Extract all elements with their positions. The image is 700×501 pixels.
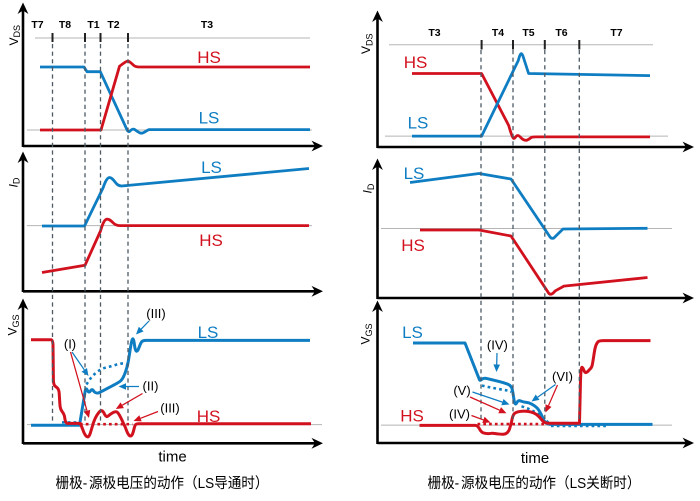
svg-text:S: S — [577, 475, 586, 492]
svg-text:time: time — [521, 450, 549, 467]
svg-text:time: time — [158, 449, 186, 466]
svg-text:LS: LS — [201, 158, 222, 177]
svg-text:L: L — [198, 475, 206, 492]
svg-text:LS: LS — [402, 323, 423, 342]
svg-text:T1: T1 — [87, 19, 99, 31]
svg-text:(III): (III) — [160, 401, 180, 416]
svg-text:(III): (III) — [146, 306, 166, 321]
svg-text:T3: T3 — [201, 19, 213, 31]
svg-text:LS: LS — [199, 109, 220, 128]
svg-text:(II): (II) — [143, 379, 159, 394]
svg-text:(IV): (IV) — [449, 407, 470, 422]
svg-text:T3: T3 — [428, 27, 440, 39]
svg-text:(V): (V) — [453, 383, 470, 398]
svg-text:HS: HS — [197, 407, 221, 426]
svg-text:(VI): (VI) — [552, 369, 573, 384]
svg-text:-: - — [83, 475, 88, 492]
svg-text:LS: LS — [404, 164, 425, 183]
svg-text:(IV): (IV) — [487, 338, 508, 353]
svg-text:HS: HS — [404, 53, 428, 72]
svg-text:LS: LS — [408, 114, 429, 133]
svg-text:T5: T5 — [522, 27, 534, 39]
svg-text:HS: HS — [199, 231, 223, 250]
svg-text:HS: HS — [401, 236, 425, 255]
svg-text:T6: T6 — [555, 27, 567, 39]
svg-text:T2: T2 — [107, 19, 119, 31]
svg-text:T4: T4 — [492, 27, 504, 39]
svg-text:(I): (I) — [64, 337, 76, 352]
svg-text:T7: T7 — [610, 27, 622, 39]
svg-text:HS: HS — [400, 407, 424, 426]
svg-text:T7: T7 — [31, 19, 43, 31]
svg-text:HS: HS — [197, 48, 221, 67]
svg-text:T8: T8 — [59, 19, 71, 31]
svg-text:-: - — [455, 475, 460, 492]
svg-text:L: L — [570, 475, 578, 492]
svg-text:S: S — [205, 475, 214, 492]
svg-text:LS: LS — [198, 323, 219, 342]
